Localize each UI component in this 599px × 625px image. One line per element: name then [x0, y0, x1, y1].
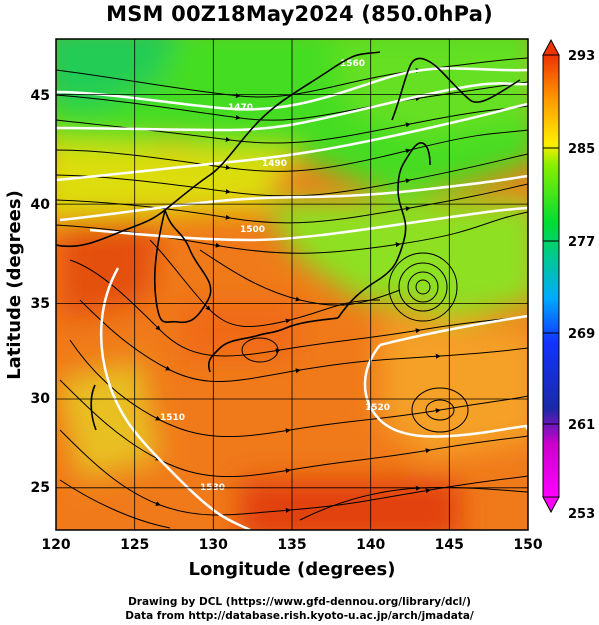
y-tick-label: 25	[31, 480, 50, 496]
colorbar-tick-label: 277	[568, 235, 595, 250]
colorbar-max-arrow	[542, 38, 560, 56]
credit-line-2: Data from http://database.rish.kyoto-u.a…	[125, 610, 474, 622]
x-tick-label: 125	[120, 537, 149, 553]
contour-label: 1470	[228, 103, 253, 113]
height-contours	[56, 66, 528, 530]
contour-label: 1560	[340, 59, 365, 69]
y-axis-ticks: 25 30 35 40 45	[31, 88, 51, 496]
x-tick-label: 130	[199, 537, 228, 553]
x-tick-label: 135	[277, 537, 306, 553]
credit-line-1: Drawing by DCL (https://www.gfd-dennou.o…	[128, 596, 471, 608]
coastlines	[56, 51, 521, 431]
y-axis-label: Latitude (degrees)	[4, 190, 25, 380]
contour-label: 1490	[262, 159, 287, 169]
contour-label: 1510	[160, 413, 185, 423]
gridlines	[56, 39, 528, 530]
y-tick-label: 30	[31, 391, 51, 407]
x-tick-label: 120	[41, 537, 70, 553]
page-title: MSM 00Z18May2024 (850.0hPa)	[106, 2, 493, 26]
y-tick-label: 40	[31, 197, 51, 213]
colorbar: 293 285 277 269 261 253	[542, 38, 595, 522]
x-tick-label: 145	[435, 537, 464, 553]
x-axis-ticks: 120 125 130 135 140 145 150	[41, 537, 542, 553]
temperature-field	[56, 39, 528, 530]
colorbar-tick-label: 253	[568, 507, 595, 522]
cyclone-swirl	[388, 252, 458, 322]
colorbar-tick-label: 285	[568, 142, 595, 157]
colorbar-tick-label: 269	[568, 327, 595, 342]
y-tick-label: 35	[31, 296, 50, 312]
colorbar-tick-label: 293	[568, 49, 595, 64]
contour-label: 1500	[240, 225, 265, 235]
x-axis-label: Longitude (degrees)	[189, 559, 396, 580]
colorbar-bar	[542, 54, 560, 498]
x-tick-label: 150	[513, 537, 542, 553]
y-tick-label: 45	[31, 88, 50, 104]
colorbar-tick-label: 261	[568, 418, 595, 433]
colorbar-min-arrow	[542, 496, 560, 514]
x-tick-label: 140	[356, 537, 385, 553]
contour-label: 1520	[365, 403, 390, 413]
